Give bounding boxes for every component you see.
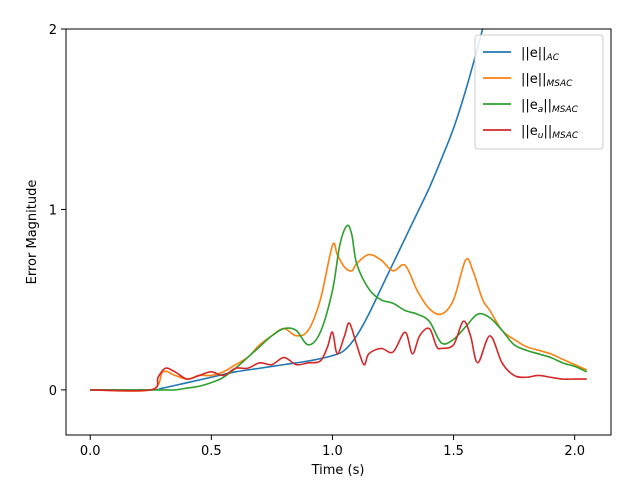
x-tick-label: 1.5 xyxy=(443,444,464,459)
x-tick-label: 0.0 xyxy=(80,444,101,459)
x-axis-ticks: 0.0 0.5 1.0 1.5 2.0 xyxy=(80,435,585,459)
x-tick-label: 0.5 xyxy=(201,444,222,459)
x-axis-label: Time (s) xyxy=(311,463,365,478)
legend-label-0: ||e||AC xyxy=(521,46,560,63)
y-tick-label: 1 xyxy=(49,203,57,218)
y-tick-label: 0 xyxy=(49,384,57,399)
legend-box xyxy=(474,34,604,150)
legend: ||e||AC ||e||MSAC ||ea||MSAC ||eu||MSAC xyxy=(474,34,604,150)
legend-label-2: ||ea||MSAC xyxy=(521,98,579,115)
legend-label-3: ||eu||MSAC xyxy=(521,124,579,141)
series-layer xyxy=(90,29,588,393)
y-tick-label: 2 xyxy=(49,23,57,38)
series-line-0 xyxy=(90,29,484,391)
y-axis-label: Error Magnitude xyxy=(25,180,40,285)
plot-frame xyxy=(65,28,612,436)
series-line-3 xyxy=(90,320,587,392)
x-tick-label: 2.0 xyxy=(564,444,585,459)
legend-label-1: ||e||MSAC xyxy=(521,72,573,89)
y-axis-ticks: 0 1 2 xyxy=(49,23,66,399)
series-line-2 xyxy=(90,224,588,391)
x-tick-label: 1.0 xyxy=(322,444,343,459)
